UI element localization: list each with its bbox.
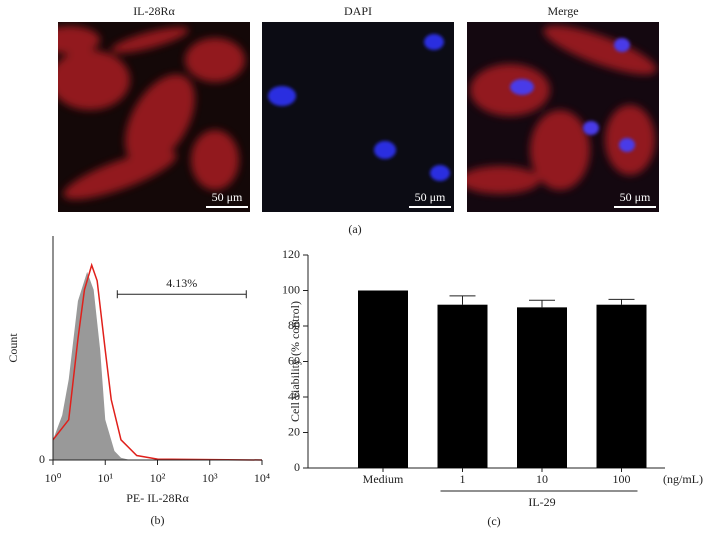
micrograph-dapi	[262, 22, 454, 212]
scale-bar	[206, 206, 248, 208]
y-tick-label: 20	[288, 424, 300, 438]
x-tick-label: 10	[536, 472, 548, 486]
y-axis-label: Count	[6, 333, 20, 363]
panel-label: (a)	[348, 222, 361, 236]
histogram-area	[53, 271, 131, 460]
micrograph-il28	[58, 22, 250, 212]
x-tick-label: 10⁰	[45, 471, 62, 485]
scale-bars: 50 μm 50 μm 50 μm	[206, 190, 656, 208]
x-tick-label: 10³	[202, 471, 218, 485]
micrograph-merge	[467, 22, 659, 212]
y-tick-label: 80	[288, 318, 300, 332]
gate-label: 4.13%	[166, 276, 197, 290]
x-axis-label: PE- IL-28Rα	[126, 491, 189, 505]
unit-label: (ng/mL)	[663, 472, 703, 486]
x-tick-label: 10²	[150, 471, 166, 485]
bar	[517, 307, 567, 468]
bar	[596, 304, 647, 468]
y-axis-label: Cell viability (% control)	[288, 301, 302, 422]
image-title: Merge	[547, 4, 578, 18]
image-title: DAPI	[344, 4, 372, 18]
scale-label: 50 μm	[212, 190, 243, 204]
histogram-line	[52, 262, 263, 461]
image-title: IL-28Rα	[133, 4, 175, 18]
y-tick-label: 40	[288, 389, 300, 403]
scale-bar	[614, 206, 656, 208]
panel-label: (c)	[487, 514, 500, 528]
panel-label: (b)	[151, 513, 165, 527]
scale-label: 50 μm	[415, 190, 446, 204]
scale-bar	[409, 206, 451, 208]
scale-label: 50 μm	[620, 190, 651, 204]
bar	[437, 304, 488, 468]
x-tick-label: 10⁴	[254, 471, 270, 485]
x-tick-label: 100	[613, 472, 631, 486]
x-tick-label: 1	[460, 472, 466, 486]
y-tick-label: 60	[288, 353, 300, 367]
y-tick-label: 0	[294, 460, 300, 474]
group-label: IL-29	[528, 495, 555, 509]
y-tick-label: 120	[282, 247, 300, 261]
y-tick-label: 0	[39, 452, 45, 466]
x-tick-label: 10¹	[97, 471, 113, 485]
x-tick-label: Medium	[363, 472, 404, 486]
y-tick-label: 100	[282, 282, 300, 296]
bar	[358, 290, 408, 468]
